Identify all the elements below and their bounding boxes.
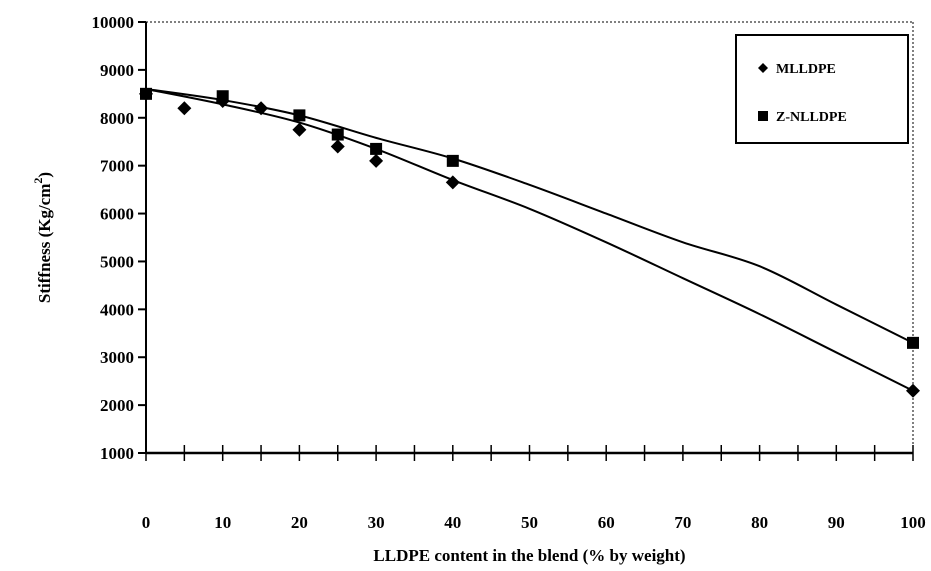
data-point-mlldpe [292,122,307,137]
y-axis-title: Stiffness (Kg/cm2) [31,172,54,303]
fit-line-z-nlldpe [145,88,914,344]
y-tick-label: 5000 [100,252,134,271]
x-tick-label: 0 [142,513,151,532]
data-point-z-nlldpe [216,90,229,103]
data-point-z-nlldpe [907,336,919,349]
x-tick-label: 10 [214,513,231,532]
series-z-nlldpe [140,87,919,349]
x-tick-label: 50 [521,513,538,532]
legend: MLLDPE Z-NLLDPE [735,34,909,144]
data-point-mlldpe [906,383,920,398]
legend-label-z-nlldpe: Z-NLLDPE [776,110,847,125]
data-point-z-nlldpe [446,154,459,167]
data-point-mlldpe [254,101,269,116]
data-point-z-nlldpe [140,87,152,100]
x-tick-label: 80 [751,513,768,532]
y-tick-label: 6000 [100,205,134,224]
y-tick-label: 2000 [100,396,134,415]
axes: 1000200030004000500060007000800090001000… [92,13,926,532]
series-layer [139,86,920,398]
x-axis-title: LLDPE content in the blend (% by weight) [373,546,685,565]
data-point-z-nlldpe [370,142,383,155]
legend-marker-z-nlldpe [758,111,768,121]
fit-line-mlldpe [145,88,914,392]
y-tick-label: 4000 [100,300,134,319]
y-axis-title-main: Stiffness (Kg/cm [35,184,54,303]
data-point-mlldpe [445,175,460,190]
x-tick-label: 40 [444,513,461,532]
data-point-z-nlldpe [331,128,344,141]
data-point-mlldpe [177,101,192,116]
y-tick-label: 8000 [100,109,134,128]
x-tick-label: 90 [828,513,845,532]
y-axis-title-suffix: ) [35,172,54,178]
y-tick-label: 9000 [100,61,134,80]
y-tick-label: 3000 [100,348,134,367]
x-tick-label: 60 [598,513,615,532]
legend-label-mlldpe: MLLDPE [776,62,836,77]
x-tick-label: 100 [900,513,926,532]
y-tick-label: 10000 [92,13,135,32]
y-tick-label: 1000 [100,444,134,463]
data-point-z-nlldpe [293,109,306,122]
data-point-mlldpe [369,153,384,168]
x-tick-label: 70 [674,513,691,532]
legend-box [735,34,909,144]
data-point-mlldpe [330,139,345,154]
legend-marker-mlldpe [758,63,768,73]
x-tick-label: 30 [368,513,385,532]
y-tick-label: 7000 [100,157,134,176]
y-axis-title-superscript: 2 [31,178,45,184]
x-tick-label: 20 [291,513,308,532]
